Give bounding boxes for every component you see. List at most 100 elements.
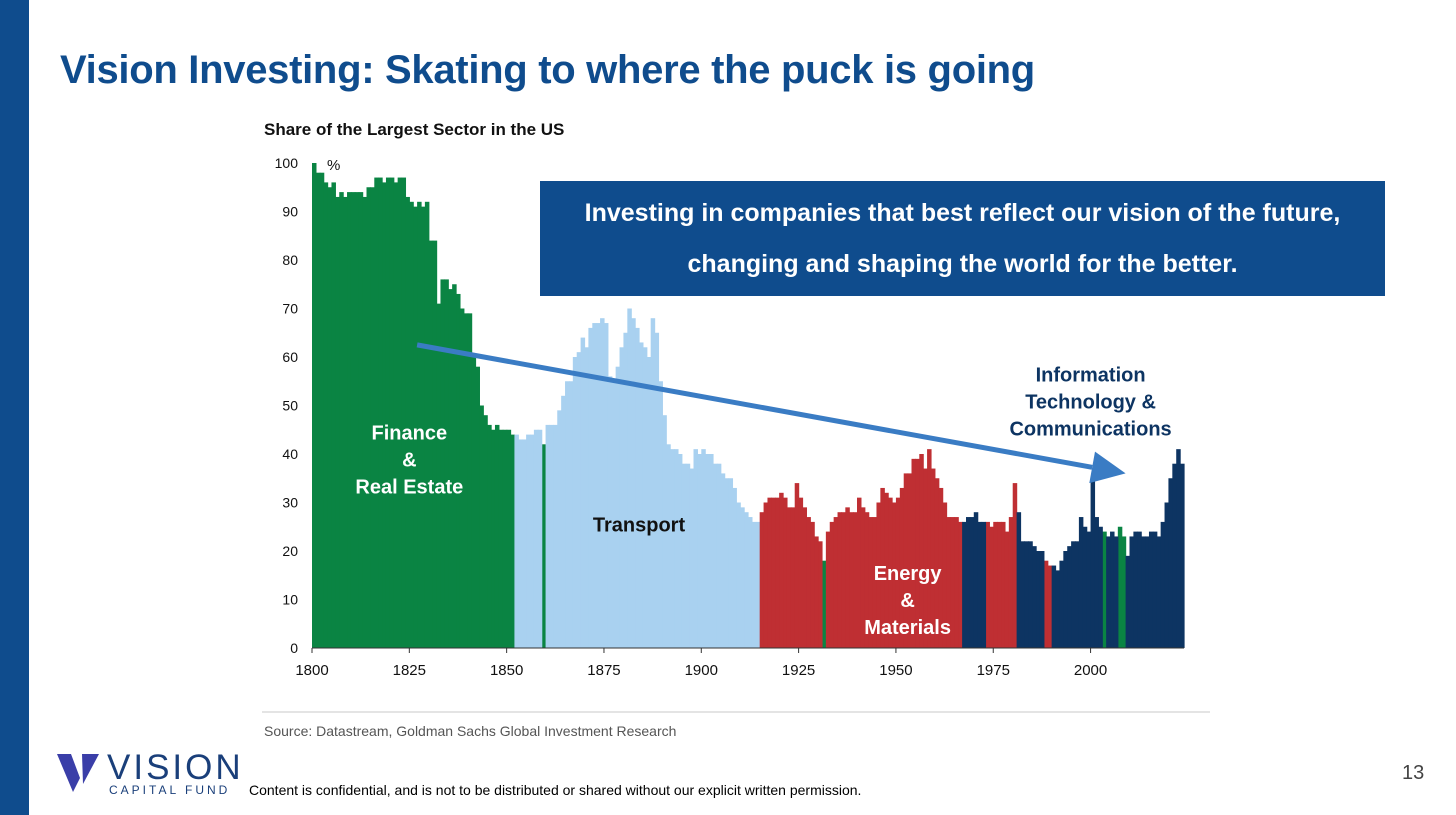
bar-series-3-1985 (1032, 546, 1037, 648)
bar-series-1-1880 (623, 332, 628, 648)
bar-series-1-1884 (639, 342, 644, 648)
bar-series-1-1878 (615, 366, 621, 648)
bar-series-0-1814 (366, 187, 371, 648)
bar-series-3-2005 (1110, 531, 1115, 648)
bar-series-2-1939 (853, 512, 858, 648)
bar-series-1-1914 (755, 521, 761, 648)
bar-series-1-1865 (565, 381, 570, 648)
bar-series-2-1936 (841, 512, 846, 648)
bar-series-2-1961 (938, 487, 944, 648)
bar-series-2-1926 (802, 507, 807, 648)
left-accent-bar (0, 0, 29, 815)
bar-series-0-1833 (440, 279, 445, 648)
bar-series-0-1931 (821, 560, 827, 648)
bar-series-0-1837 (456, 293, 461, 648)
bar-series-0-1831 (432, 240, 438, 648)
bar-series-1-1907 (728, 478, 734, 648)
bar-series-2-1954 (911, 458, 916, 648)
bar-series-3-1987 (1039, 551, 1045, 648)
bar-series-1-1889 (658, 381, 663, 648)
bar-series-3-2022 (1176, 449, 1181, 648)
bar-series-3-2018 (1160, 521, 1166, 648)
bar-series-0-1809 (347, 192, 352, 648)
bar-series-0-1818 (382, 182, 387, 648)
bar-series-2-1953 (907, 473, 913, 648)
bar-series-1-1855 (526, 434, 531, 648)
x-tick-label-1925: 1925 (782, 662, 815, 679)
bar-series-0-1827 (417, 201, 422, 649)
bar-series-3-1990 (1051, 565, 1057, 648)
bar-series-3-1997 (1078, 517, 1084, 648)
bar-series-3-2004 (1106, 536, 1111, 648)
chart-title: Share of the Largest Sector in the US (264, 120, 564, 139)
bar-series-2-1923 (790, 507, 796, 648)
bar-series-1-1905 (720, 473, 726, 648)
bar-series-2-1937 (845, 507, 850, 648)
bar-series-1-1899 (697, 454, 702, 648)
bar-series-0-1826 (413, 206, 418, 648)
bar-series-0-1806 (335, 196, 340, 648)
sector-label-2: Energy & Materials (864, 563, 951, 639)
bar-series-2-1915 (759, 512, 765, 648)
bar-series-2-1956 (919, 454, 924, 648)
bar-series-1-1890 (662, 415, 667, 648)
bar-series-1-1866 (568, 381, 574, 648)
bar-series-2-1965 (954, 517, 959, 648)
bar-series-0-1819 (385, 177, 391, 649)
bar-series-2-1919 (775, 497, 780, 648)
bar-series-1-1860 (545, 424, 551, 648)
x-tick-label-1800: 1800 (295, 662, 328, 679)
bar-series-0-1813 (362, 196, 368, 648)
bar-series-0-2007 (1117, 526, 1123, 648)
bar-series-3-2013 (1141, 536, 1146, 648)
bar-series-1-1881 (627, 308, 632, 648)
bar-series-1-1897 (689, 468, 695, 648)
bar-series-3-2012 (1137, 531, 1142, 648)
bar-series-2-1930 (818, 541, 823, 648)
chart-source: Source: Datastream, Goldman Sachs Global… (264, 723, 676, 739)
y-tick-label-100: 100 (275, 155, 299, 171)
bar-series-0-1848 (498, 429, 504, 648)
bar-series-1-1873 (596, 323, 601, 648)
y-tick-label-40: 40 (282, 446, 298, 462)
bar-series-2-1978 (1004, 531, 1010, 648)
vision-callout-text: Investing in companies that best reflect… (584, 198, 1341, 278)
bar-series-2-1948 (888, 497, 893, 648)
logo-subtitle: CAPITAL FUND (109, 783, 231, 797)
bar-series-3-2023 (1180, 463, 1185, 648)
bar-series-1-1869 (580, 337, 586, 648)
bar-series-1-1868 (576, 352, 582, 648)
vision-callout: Investing in companies that best reflect… (540, 181, 1385, 296)
trend-arrow-shaft (416, 342, 1093, 470)
sector-label-3: Information Technology & Communications (1009, 364, 1171, 440)
bar-series-1-1894 (677, 454, 683, 648)
bar-series-3-1986 (1036, 551, 1041, 648)
confidentiality-notice: Content is confidential, and is not to b… (249, 782, 862, 798)
bar-series-0-1824 (405, 196, 410, 648)
bar-series-1-1904 (716, 463, 722, 648)
bar-series-2-1957 (923, 468, 928, 648)
bar-series-1-1853 (518, 439, 523, 648)
bar-series-2-1989 (1047, 565, 1053, 648)
bar-series-0-1804 (327, 187, 333, 648)
bar-series-1-1877 (611, 381, 617, 648)
bar-series-3-1999 (1086, 531, 1092, 648)
bar-series-3-1969 (969, 517, 975, 648)
bar-series-1-1895 (681, 463, 687, 648)
bar-series-2-1976 (997, 521, 1002, 648)
bar-series-1-1870 (584, 347, 589, 648)
sector-label-0: Finance & Real Estate (355, 422, 463, 498)
bar-series-0-1828 (421, 206, 426, 648)
bar-series-3-1995 (1071, 541, 1076, 648)
y-tick-label-0: 0 (290, 640, 298, 656)
bar-series-3-2016 (1152, 531, 1158, 648)
bar-series-3-2014 (1145, 536, 1150, 648)
bar-series-2-1935 (837, 512, 843, 648)
bar-series-1-1911 (744, 512, 749, 648)
bar-series-2-1921 (783, 497, 788, 648)
bar-series-0-1817 (378, 177, 383, 649)
bar-series-0-1807 (339, 192, 344, 648)
bar-series-0-1836 (452, 284, 457, 648)
bar-series-3-1972 (981, 521, 987, 648)
